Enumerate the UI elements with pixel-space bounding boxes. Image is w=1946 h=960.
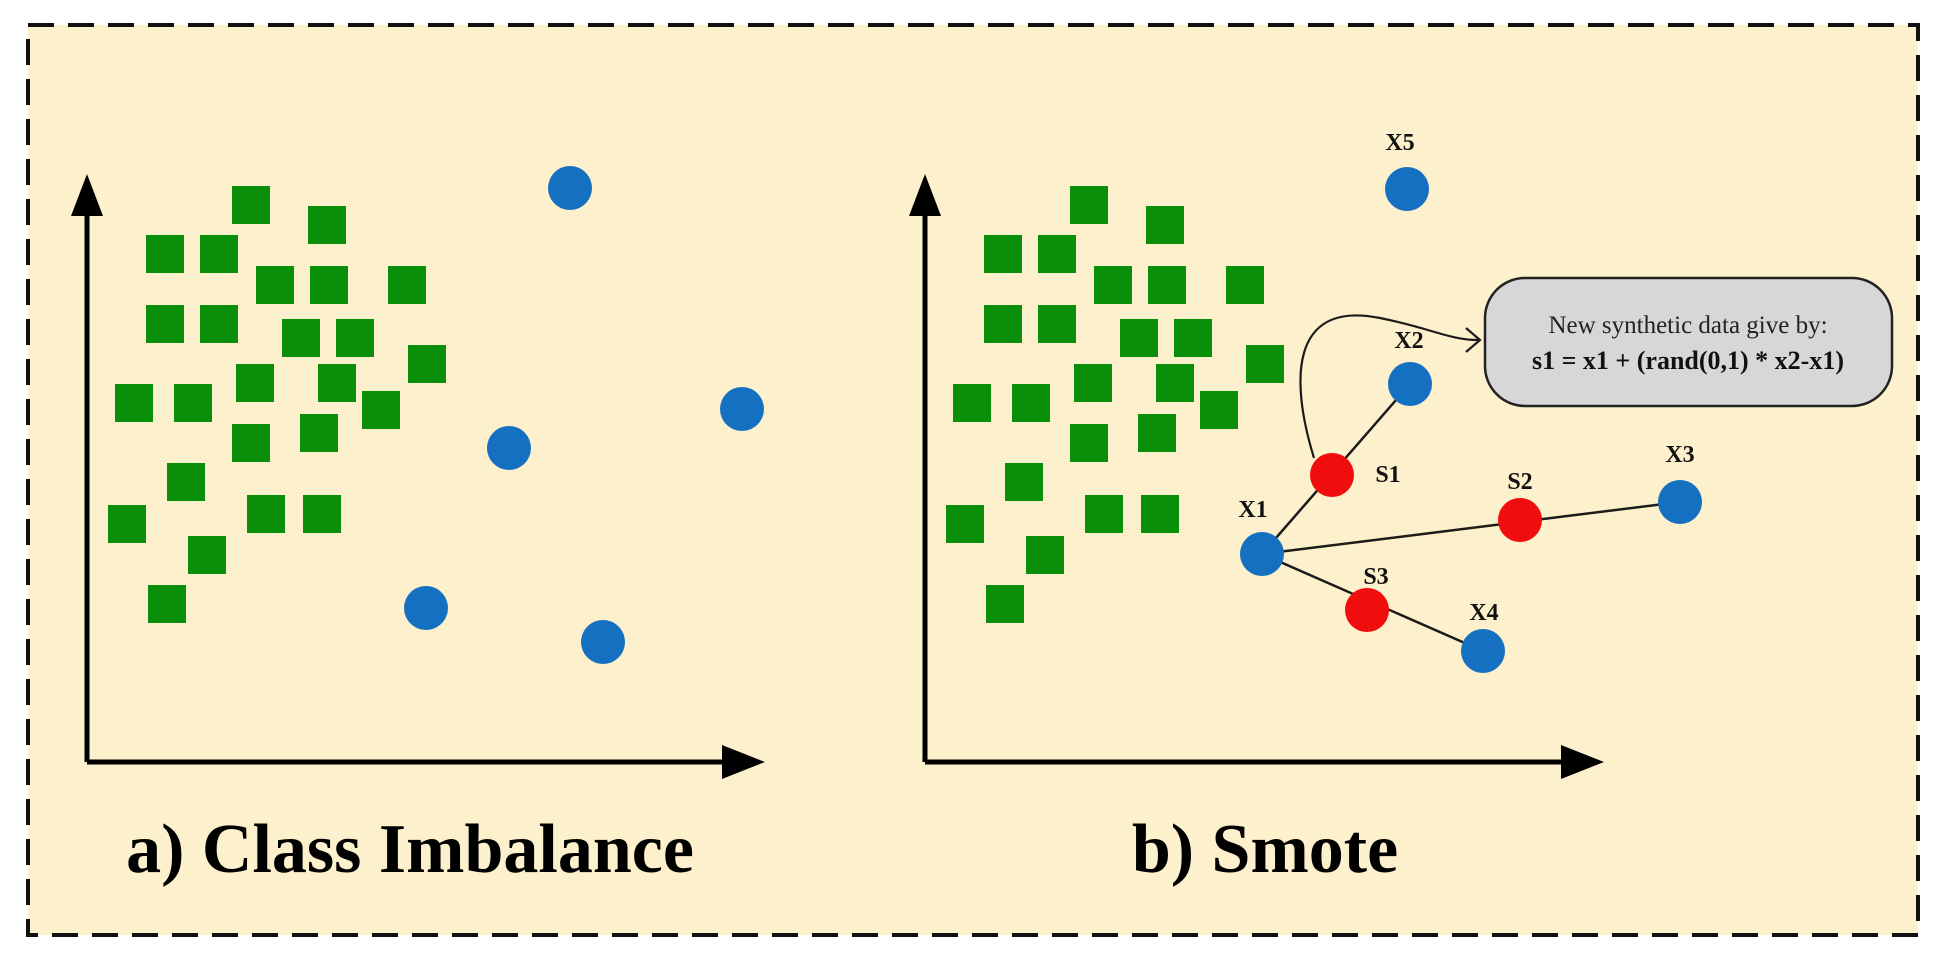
majority-square xyxy=(318,364,356,402)
synthetic-point-s1 xyxy=(1310,453,1354,497)
synthetic-point-s2 xyxy=(1498,498,1542,542)
majority-square xyxy=(1138,414,1176,452)
majority-square xyxy=(247,495,285,533)
majority-square xyxy=(303,495,341,533)
label-x1: X1 xyxy=(1238,497,1267,523)
majority-square xyxy=(1146,206,1184,244)
label-s3: S3 xyxy=(1363,564,1388,590)
panel-a-title: a) Class Imbalance xyxy=(126,811,694,888)
majority-square xyxy=(148,585,186,623)
label-x4: X4 xyxy=(1469,600,1498,626)
majority-square xyxy=(167,463,205,501)
majority-square xyxy=(115,384,153,422)
minority-class-points-a xyxy=(404,166,764,664)
majority-square xyxy=(1174,319,1212,357)
majority-square xyxy=(953,384,991,422)
majority-square xyxy=(1246,345,1284,383)
majority-square xyxy=(986,585,1024,623)
majority-square xyxy=(362,391,400,429)
minority-point xyxy=(487,426,531,470)
majority-square xyxy=(1070,424,1108,462)
formula-callout-heading: New synthetic data give by: xyxy=(1548,312,1827,339)
majority-square xyxy=(408,345,446,383)
formula-callout-equation: s1 = x1 + (rand(0,1) * x2-x1) xyxy=(1532,346,1844,375)
majority-square xyxy=(1120,319,1158,357)
majority-square xyxy=(388,266,426,304)
minority-point-x4 xyxy=(1461,629,1505,673)
majority-square xyxy=(1038,305,1076,343)
majority-square xyxy=(1026,536,1064,574)
majority-square xyxy=(1012,384,1050,422)
callout-pointer-curve xyxy=(1299,314,1479,459)
majority-square xyxy=(146,305,184,343)
majority-square xyxy=(200,235,238,273)
majority-square xyxy=(1094,266,1132,304)
label-x5: X5 xyxy=(1385,130,1414,156)
majority-class-cluster-b xyxy=(946,186,1284,623)
majority-square xyxy=(946,505,984,543)
majority-square xyxy=(308,206,346,244)
majority-square xyxy=(232,424,270,462)
minority-point xyxy=(581,620,625,664)
panel-class-imbalance: a) Class Imbalance xyxy=(71,166,765,888)
formula-callout: New synthetic data give by: s1 = x1 + (r… xyxy=(1483,276,1894,408)
minority-point-x3 xyxy=(1658,480,1702,524)
minority-point-x1 xyxy=(1240,532,1284,576)
majority-square xyxy=(232,186,270,224)
majority-square xyxy=(108,505,146,543)
majority-square xyxy=(1070,186,1108,224)
label-x2: X2 xyxy=(1394,328,1423,354)
majority-square xyxy=(336,319,374,357)
majority-square xyxy=(984,235,1022,273)
minority-point xyxy=(720,387,764,431)
majority-square xyxy=(1226,266,1264,304)
panel-smote: X5 X2 X3 X1 X4 S1 S2 S3 New synthetic da… xyxy=(909,130,1894,888)
majority-square xyxy=(1141,495,1179,533)
y-axis-arrow-b xyxy=(909,174,941,216)
majority-square xyxy=(1085,495,1123,533)
majority-square xyxy=(984,305,1022,343)
majority-square xyxy=(1005,463,1043,501)
majority-square xyxy=(256,266,294,304)
majority-square xyxy=(1038,235,1076,273)
x-axis-arrow-a xyxy=(722,745,765,779)
callout-pointer-arrowhead xyxy=(1465,327,1482,353)
formula-callout-box xyxy=(1483,276,1894,408)
minority-point xyxy=(404,586,448,630)
majority-square xyxy=(1200,391,1238,429)
majority-square xyxy=(200,305,238,343)
axes-b xyxy=(922,205,1575,765)
panel-b-title: b) Smote xyxy=(1132,811,1398,888)
minority-point-x2 xyxy=(1388,362,1432,406)
majority-class-cluster-a xyxy=(108,186,446,623)
majority-square xyxy=(188,536,226,574)
minority-point-x5 xyxy=(1385,167,1429,211)
label-s2: S2 xyxy=(1507,469,1532,495)
majority-square xyxy=(236,364,274,402)
majority-square xyxy=(1156,364,1194,402)
diagram-frame xyxy=(26,23,1920,937)
majority-square xyxy=(1074,364,1112,402)
axes-a xyxy=(84,205,735,765)
x-axis-arrow-b xyxy=(1561,745,1604,779)
majority-square xyxy=(282,319,320,357)
y-axis-arrow-a xyxy=(71,174,103,216)
majority-square xyxy=(174,384,212,422)
majority-square xyxy=(300,414,338,452)
majority-square xyxy=(1148,266,1186,304)
majority-square xyxy=(310,266,348,304)
minority-point xyxy=(548,166,592,210)
label-s1: S1 xyxy=(1375,462,1400,488)
link-x1-x3 xyxy=(1261,500,1681,556)
synthetic-point-s3 xyxy=(1345,588,1389,632)
label-x3: X3 xyxy=(1665,442,1694,468)
majority-square xyxy=(146,235,184,273)
